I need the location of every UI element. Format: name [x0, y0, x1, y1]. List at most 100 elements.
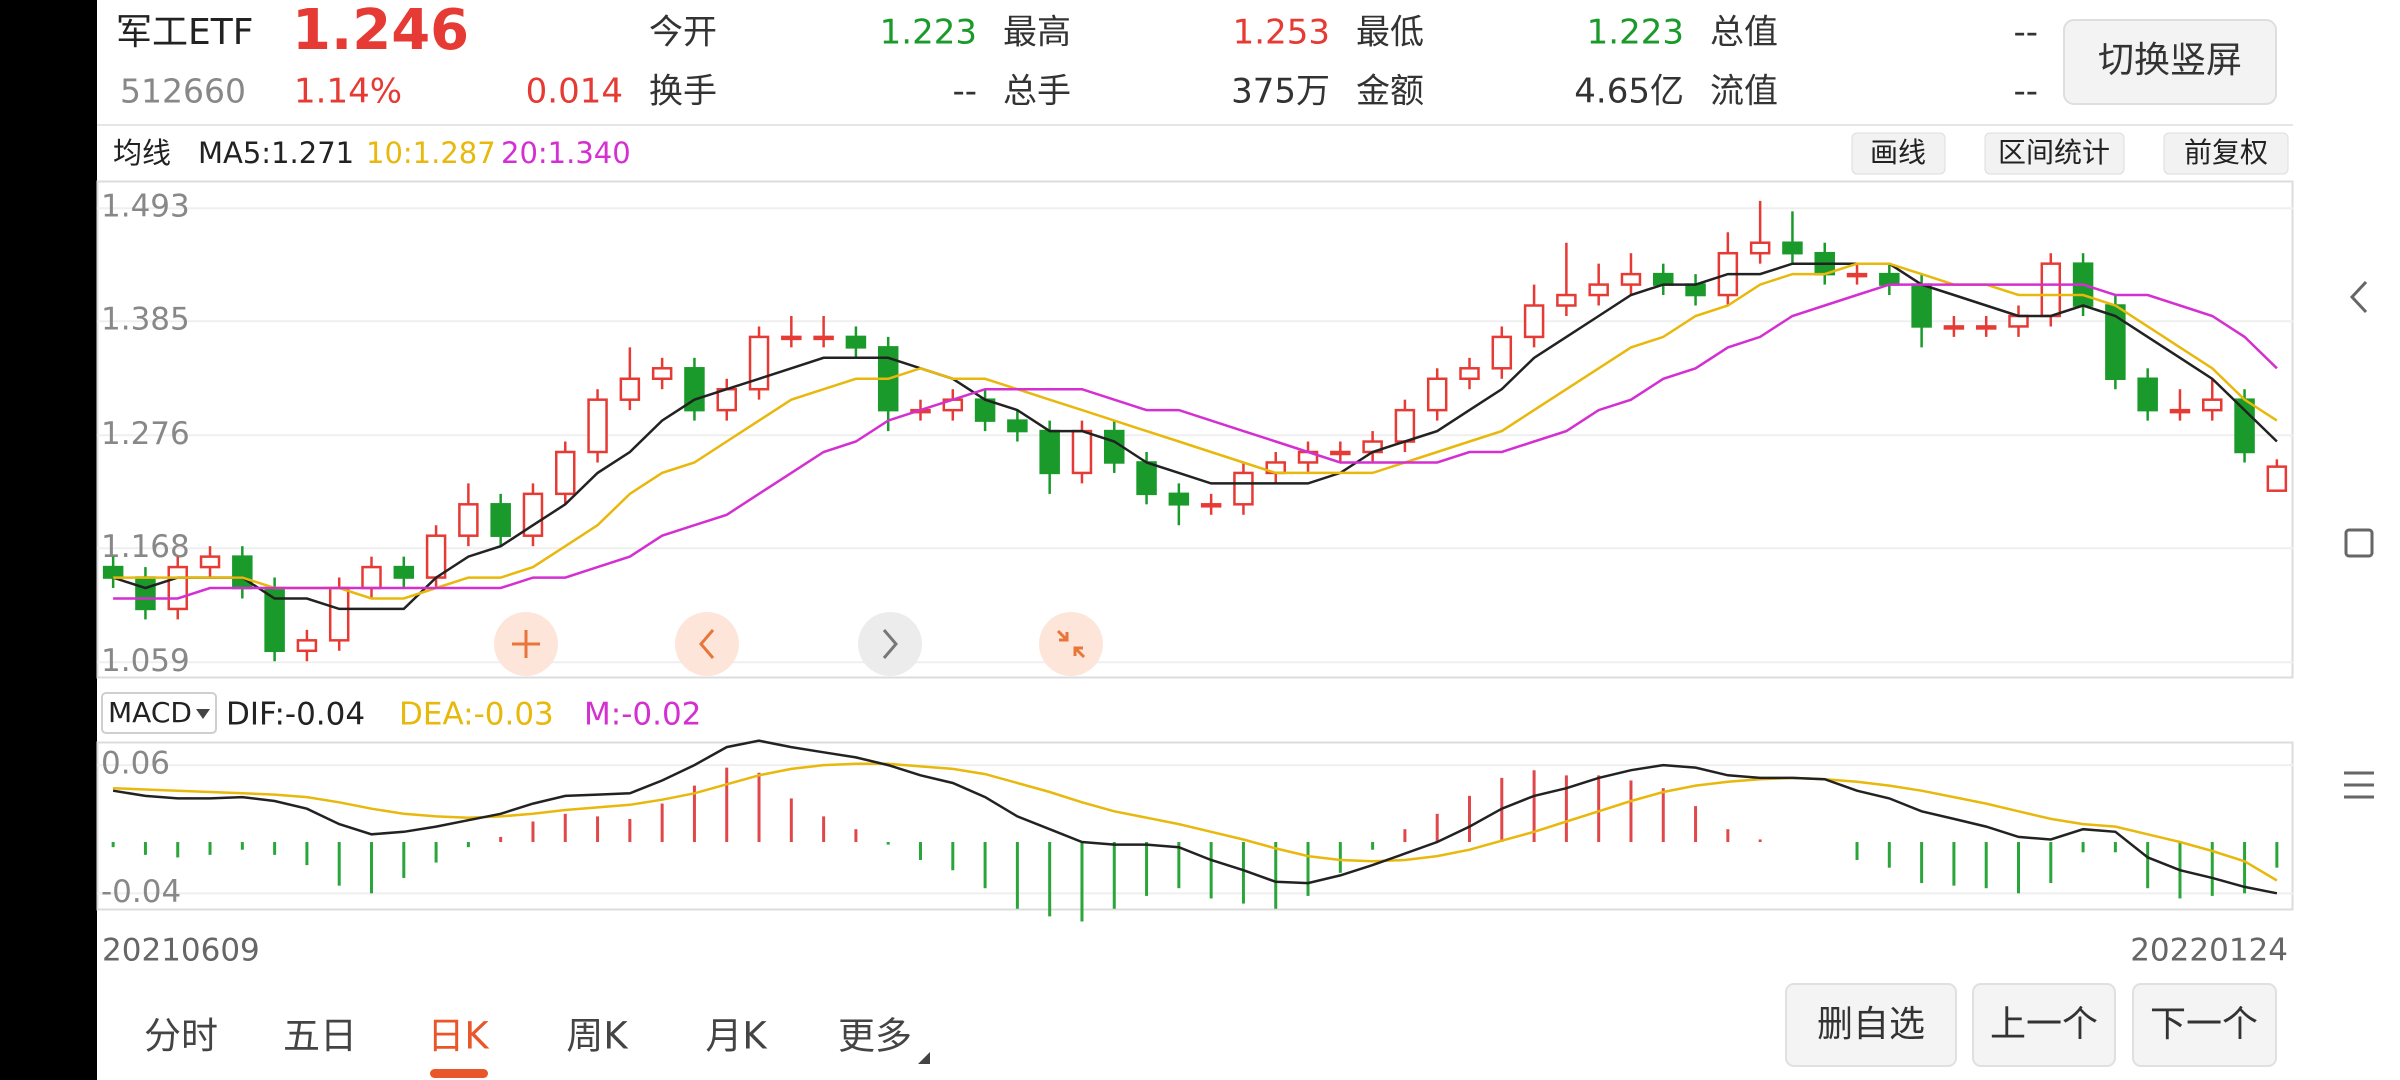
candle-body: [232, 555, 253, 590]
nav-home[interactable]: [2344, 528, 2374, 558]
candle-body: [1782, 241, 1803, 255]
nav-back[interactable]: [2349, 280, 2368, 314]
candle-body: [1846, 272, 1868, 278]
candle-body: [328, 586, 350, 642]
button-bg: [2163, 132, 2289, 175]
tab[interactable]: 更多: [838, 1015, 912, 1058]
more-indicator: [918, 1052, 930, 1064]
dea-label: DEA:-0.03: [399, 697, 554, 733]
candle-body: [813, 335, 834, 341]
tool-button[interactable]: 区间统计: [1984, 132, 2125, 175]
tab[interactable]: 月K: [705, 1015, 768, 1058]
candle-body: [2234, 398, 2255, 454]
button-bg: [1785, 983, 1957, 1067]
bottom-button[interactable]: 删自选: [1785, 983, 1957, 1067]
button-label: 删自选: [1817, 1004, 1925, 1045]
stat-value: 375万: [1231, 72, 1330, 112]
right-icon: [882, 629, 898, 659]
stat-value: 1.253: [1233, 13, 1330, 53]
candle-body: [361, 565, 382, 590]
button-bg: [2063, 19, 2277, 105]
tab-active[interactable]: 日K: [427, 1015, 490, 1058]
candle-body: [167, 565, 188, 611]
change-pct: 1.14%: [294, 72, 402, 112]
candle-body: [1749, 241, 1771, 255]
candle-body: [296, 639, 318, 653]
candle-body: [1039, 429, 1060, 475]
plus-icon: [512, 630, 540, 658]
tab[interactable]: 周K: [566, 1015, 629, 1058]
candle-body: [845, 335, 867, 349]
dif-label: DIF:-0.04: [226, 697, 365, 733]
moving-average-line: [113, 283, 2278, 600]
y-tick-label: 1.493: [101, 189, 190, 225]
stat-value: 1.223: [880, 13, 977, 53]
button-bg: [1851, 132, 1946, 175]
candle-body: [1975, 325, 1997, 330]
y-tick-label: 1.276: [101, 416, 190, 452]
orientation-button[interactable]: 切换竖屏: [2063, 19, 2277, 105]
stat-value: --: [2013, 72, 2038, 112]
candle-body: [490, 503, 511, 537]
candle-body: [1200, 503, 1222, 508]
candle-body: [2137, 377, 2158, 412]
fund-name: 军工ETF: [116, 12, 253, 53]
move-right-button[interactable]: [858, 612, 922, 676]
candle-body: [425, 534, 447, 579]
candle-body: [1911, 283, 1932, 328]
candle-body: [1459, 367, 1480, 381]
button-bg: [858, 612, 922, 676]
zoom-in-button[interactable]: [494, 612, 558, 676]
button-bg: [2132, 983, 2277, 1067]
candle-body: [458, 503, 479, 537]
ma-label: 均线: [113, 136, 171, 170]
nav-menu[interactable]: [2344, 771, 2374, 799]
candle-body: [2040, 262, 2062, 318]
stat-value: --: [2013, 13, 2038, 53]
bottom-button[interactable]: 下一个: [2132, 983, 2277, 1067]
price-panel: [96, 180, 2294, 679]
ma20-label: 20:1.340: [501, 136, 631, 170]
end-date: 20220124: [2130, 933, 2288, 969]
button-label: 下一个: [2150, 1004, 2258, 1045]
plot-layer: 1.493 1.385 1.276 1.168 1.059 0.06 -0.04: [97, 189, 2293, 922]
candle-body: [1588, 283, 1609, 297]
tab-underline: [430, 1069, 488, 1078]
candle-body: [781, 335, 802, 341]
candle-body: [1879, 272, 1900, 286]
y-tick-label: 1.385: [101, 302, 190, 338]
candle-body: [2266, 465, 2288, 492]
moving-average-line: [112, 262, 2278, 611]
move-left-button[interactable]: [675, 612, 739, 676]
y-tick-label: -0.04: [101, 874, 181, 910]
bottom-button[interactable]: 上一个: [1972, 983, 2116, 1067]
candle-body: [2169, 408, 2191, 414]
tab[interactable]: 五日: [283, 1015, 357, 1058]
button-label: 上一个: [1990, 1004, 2098, 1045]
m-label: M:-0.02: [584, 697, 701, 733]
stat-label: 总值: [1710, 13, 1778, 53]
button-label: 画线: [1870, 136, 1926, 169]
macd-panel: [96, 741, 2294, 911]
tab[interactable]: 分时: [144, 1015, 218, 1058]
candle-body: [522, 492, 544, 537]
candle-body: [199, 555, 221, 569]
dea-line: [113, 762, 2278, 882]
button-bg: [675, 612, 739, 676]
tool-button[interactable]: 画线: [1851, 132, 1946, 175]
stat-value: 4.65亿: [1574, 72, 1684, 112]
candle-body: [1653, 272, 1674, 286]
button-label: 前复权: [2184, 136, 2268, 169]
macd-selector[interactable]: MACD: [101, 692, 217, 734]
dif-line: [112, 739, 2278, 895]
candle-body: [1426, 377, 1448, 412]
shrink-button[interactable]: [1039, 612, 1103, 676]
y-tick-label: 1.059: [101, 643, 190, 679]
candle-body: [1168, 492, 1190, 506]
shrink-icon: [1056, 629, 1086, 659]
candle-body: [2202, 398, 2223, 412]
tool-button[interactable]: 前复权: [2163, 132, 2289, 175]
candle-body: [393, 565, 415, 579]
